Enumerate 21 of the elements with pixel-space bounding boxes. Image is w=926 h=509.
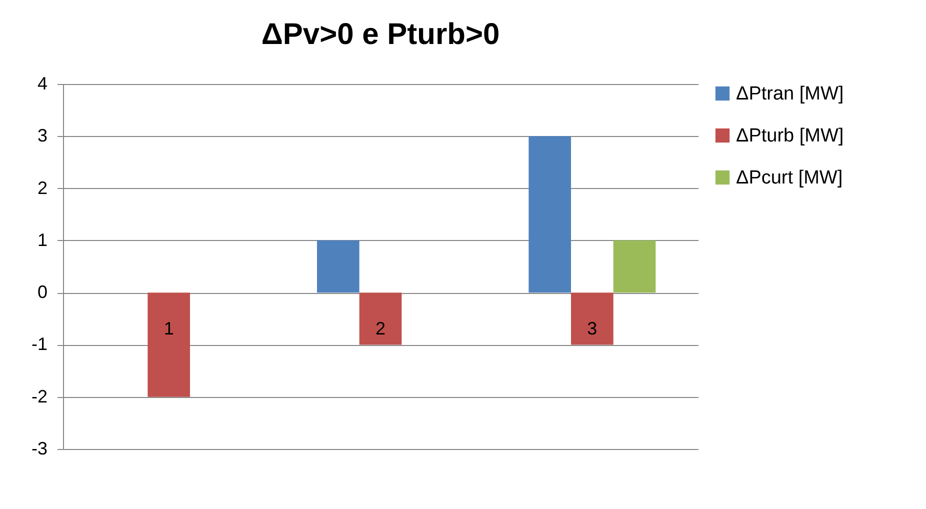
bar [359,292,402,345]
bar [317,240,360,293]
y-tick-label: 2 [37,178,48,198]
y-tick-label: 4 [37,74,48,94]
y-tick-label: -3 [31,438,48,458]
x-tick-label: 1 [164,318,174,339]
y-tick-label: -1 [31,334,48,354]
legend-label: ΔPcurt [MW] [736,168,843,188]
y-tick-label: 3 [37,126,48,146]
y-tick-label: 0 [37,282,48,302]
y-tick-label: -2 [31,386,48,406]
legend-label: ΔPturb [MW] [736,126,844,146]
bar [571,292,614,345]
chart-title: ΔPv>0 e Pturb>0 [261,18,500,51]
x-tick-label: 2 [375,318,386,339]
bar [528,136,571,293]
legend-label: ΔPtran [MW] [736,84,844,104]
y-tick-label: 1 [37,230,48,250]
bar [148,292,190,397]
bar [613,240,656,293]
x-tick-label: 3 [587,318,598,339]
